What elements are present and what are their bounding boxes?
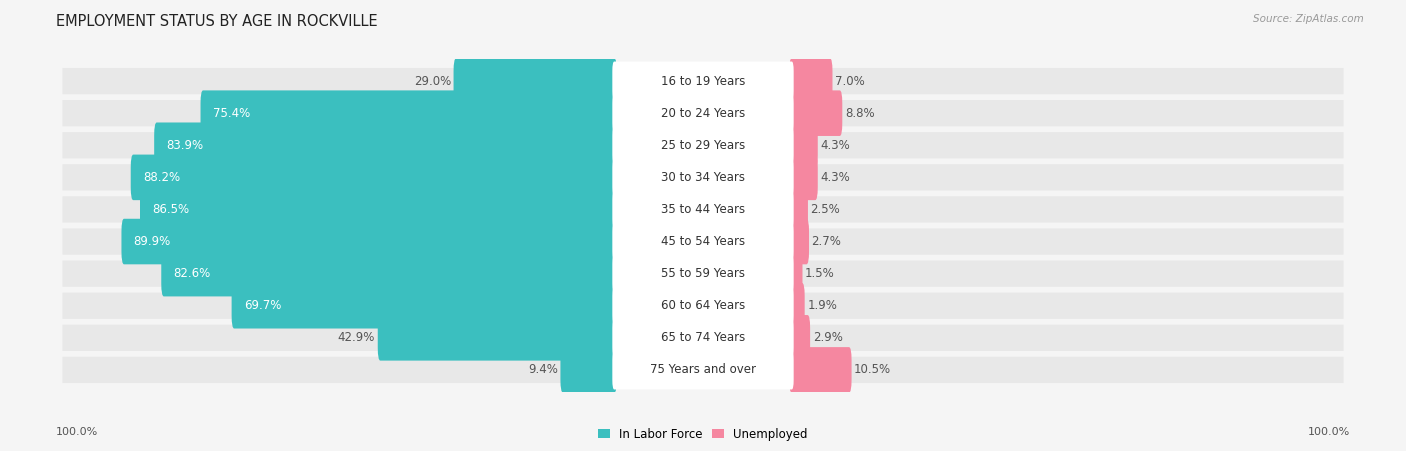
FancyBboxPatch shape [613, 126, 793, 165]
Text: 69.7%: 69.7% [243, 299, 281, 312]
FancyBboxPatch shape [62, 261, 1344, 287]
FancyBboxPatch shape [613, 190, 793, 229]
FancyBboxPatch shape [789, 123, 818, 168]
Text: 82.6%: 82.6% [173, 267, 211, 280]
Text: 1.9%: 1.9% [807, 299, 837, 312]
FancyBboxPatch shape [789, 347, 852, 393]
Text: 45 to 54 Years: 45 to 54 Years [661, 235, 745, 248]
FancyBboxPatch shape [789, 90, 842, 136]
Text: EMPLOYMENT STATUS BY AGE IN ROCKVILLE: EMPLOYMENT STATUS BY AGE IN ROCKVILLE [56, 14, 378, 28]
FancyBboxPatch shape [155, 123, 617, 168]
FancyBboxPatch shape [62, 357, 1344, 383]
FancyBboxPatch shape [561, 347, 617, 393]
FancyBboxPatch shape [789, 315, 810, 361]
Text: 9.4%: 9.4% [529, 364, 558, 377]
FancyBboxPatch shape [789, 58, 832, 104]
Text: 89.9%: 89.9% [134, 235, 170, 248]
FancyBboxPatch shape [613, 318, 793, 357]
FancyBboxPatch shape [62, 132, 1344, 158]
Text: 83.9%: 83.9% [166, 139, 204, 152]
Text: 75.4%: 75.4% [212, 107, 250, 120]
FancyBboxPatch shape [162, 251, 617, 296]
Text: 88.2%: 88.2% [143, 171, 180, 184]
FancyBboxPatch shape [62, 68, 1344, 94]
FancyBboxPatch shape [201, 90, 617, 136]
Text: 55 to 59 Years: 55 to 59 Years [661, 267, 745, 280]
Text: 75 Years and over: 75 Years and over [650, 364, 756, 377]
Text: 42.9%: 42.9% [337, 331, 375, 344]
FancyBboxPatch shape [789, 219, 808, 264]
Text: 4.3%: 4.3% [820, 171, 851, 184]
Text: 29.0%: 29.0% [413, 74, 451, 87]
Text: 86.5%: 86.5% [152, 203, 190, 216]
Text: 2.9%: 2.9% [813, 331, 842, 344]
Text: Source: ZipAtlas.com: Source: ZipAtlas.com [1253, 14, 1364, 23]
Text: 1.5%: 1.5% [806, 267, 835, 280]
Text: 30 to 34 Years: 30 to 34 Years [661, 171, 745, 184]
FancyBboxPatch shape [613, 350, 793, 390]
Text: 100.0%: 100.0% [56, 428, 98, 437]
Text: 8.8%: 8.8% [845, 107, 875, 120]
FancyBboxPatch shape [141, 187, 617, 232]
FancyBboxPatch shape [789, 251, 803, 296]
Text: 60 to 64 Years: 60 to 64 Years [661, 299, 745, 312]
FancyBboxPatch shape [121, 219, 617, 264]
FancyBboxPatch shape [789, 187, 808, 232]
Text: 20 to 24 Years: 20 to 24 Years [661, 107, 745, 120]
FancyBboxPatch shape [454, 58, 617, 104]
FancyBboxPatch shape [378, 315, 617, 361]
Legend: In Labor Force, Unemployed: In Labor Force, Unemployed [598, 428, 808, 441]
Text: 25 to 29 Years: 25 to 29 Years [661, 139, 745, 152]
FancyBboxPatch shape [62, 228, 1344, 255]
FancyBboxPatch shape [613, 61, 793, 101]
FancyBboxPatch shape [62, 196, 1344, 223]
Text: 4.3%: 4.3% [820, 139, 851, 152]
FancyBboxPatch shape [613, 254, 793, 293]
Text: 100.0%: 100.0% [1308, 428, 1350, 437]
FancyBboxPatch shape [789, 283, 804, 328]
Text: 2.7%: 2.7% [811, 235, 841, 248]
Text: 2.5%: 2.5% [810, 203, 841, 216]
Text: 10.5%: 10.5% [853, 364, 891, 377]
FancyBboxPatch shape [613, 286, 793, 325]
FancyBboxPatch shape [613, 222, 793, 261]
Text: 65 to 74 Years: 65 to 74 Years [661, 331, 745, 344]
FancyBboxPatch shape [62, 164, 1344, 190]
Text: 35 to 44 Years: 35 to 44 Years [661, 203, 745, 216]
Text: 7.0%: 7.0% [835, 74, 865, 87]
FancyBboxPatch shape [613, 158, 793, 197]
FancyBboxPatch shape [613, 94, 793, 133]
FancyBboxPatch shape [131, 155, 617, 200]
FancyBboxPatch shape [789, 155, 818, 200]
FancyBboxPatch shape [62, 100, 1344, 126]
FancyBboxPatch shape [232, 283, 617, 328]
FancyBboxPatch shape [62, 325, 1344, 351]
Text: 16 to 19 Years: 16 to 19 Years [661, 74, 745, 87]
FancyBboxPatch shape [62, 293, 1344, 319]
